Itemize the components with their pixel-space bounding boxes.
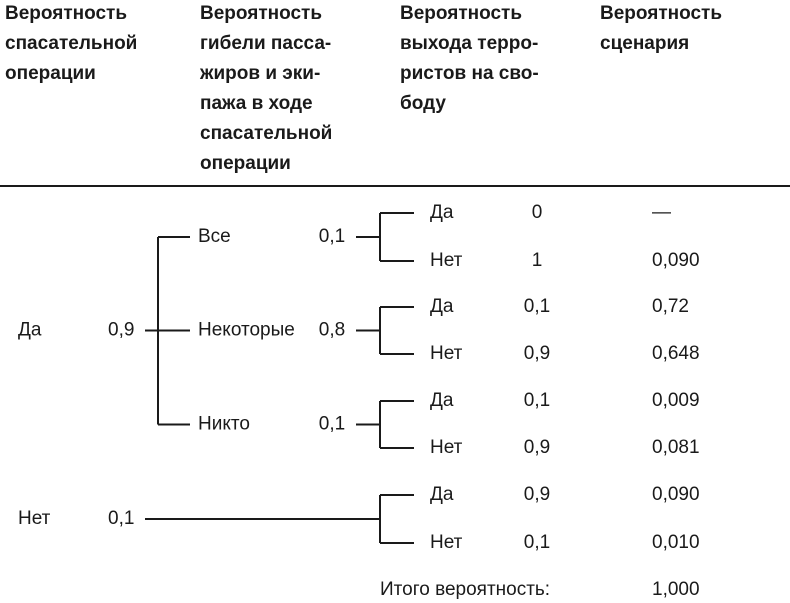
casualty-prob: 0,1 [319, 414, 345, 435]
scenario-prob: 0,010 [652, 532, 700, 553]
outcome-label: Да [430, 202, 454, 223]
scenario-prob: 0,090 [652, 250, 700, 271]
casualty-prob: 0,8 [319, 320, 345, 341]
outcome-label: Да [430, 484, 454, 505]
scenario-prob: 0,081 [652, 437, 700, 458]
outcome-prob: 0 [532, 202, 543, 223]
casualty-label: Все [198, 226, 231, 247]
outcome-prob: 0,1 [524, 390, 550, 411]
rescue-label: Да [18, 320, 42, 341]
outcome-prob: 1 [532, 250, 543, 271]
outcome-prob: 0,1 [524, 532, 550, 553]
scenario-prob: 0,648 [652, 343, 700, 364]
header-text: ристов на сво- [400, 63, 539, 84]
header-text: пажа в ходе [200, 93, 313, 114]
outcome-prob: 0,9 [524, 343, 550, 364]
outcome-label: Нет [430, 343, 463, 364]
header-text: боду [400, 93, 446, 114]
outcome-label: Нет [430, 250, 463, 271]
outcome-label: Нет [430, 532, 463, 553]
header-text: сценария [600, 33, 689, 54]
header-text: Вероятность [600, 3, 722, 24]
header-text: спасательной [5, 33, 137, 54]
rescue-prob: 0,9 [108, 320, 134, 341]
scenario-prob: 0,090 [652, 484, 700, 505]
header-text: Вероятность [400, 3, 522, 24]
header-text: операции [5, 63, 96, 84]
header-text: выхода терро- [400, 33, 538, 54]
header-text: Вероятность [200, 3, 322, 24]
header-text: гибели пасса- [200, 33, 331, 54]
total-value: 1,000 [652, 579, 700, 600]
header-text: операции [200, 153, 291, 174]
header-text: жиров и эки- [199, 63, 320, 84]
casualty-label: Некоторые [198, 320, 295, 341]
header-text: Вероятность [5, 3, 127, 24]
rescue-label: Нет [18, 508, 51, 529]
outcome-prob: 0,1 [524, 296, 550, 317]
outcome-label: Да [430, 296, 454, 317]
outcome-label: Нет [430, 437, 463, 458]
scenario-prob: 0,009 [652, 390, 700, 411]
total-label: Итого вероятность: [380, 579, 550, 600]
scenario-prob: — [652, 202, 671, 223]
outcome-prob: 0,9 [524, 437, 550, 458]
casualty-prob: 0,1 [319, 226, 345, 247]
header-text: спасательной [200, 123, 332, 144]
scenario-prob: 0,72 [652, 296, 689, 317]
rescue-prob: 0,1 [108, 508, 134, 529]
outcome-label: Да [430, 390, 454, 411]
outcome-prob: 0,9 [524, 484, 550, 505]
casualty-label: Никто [198, 414, 250, 435]
